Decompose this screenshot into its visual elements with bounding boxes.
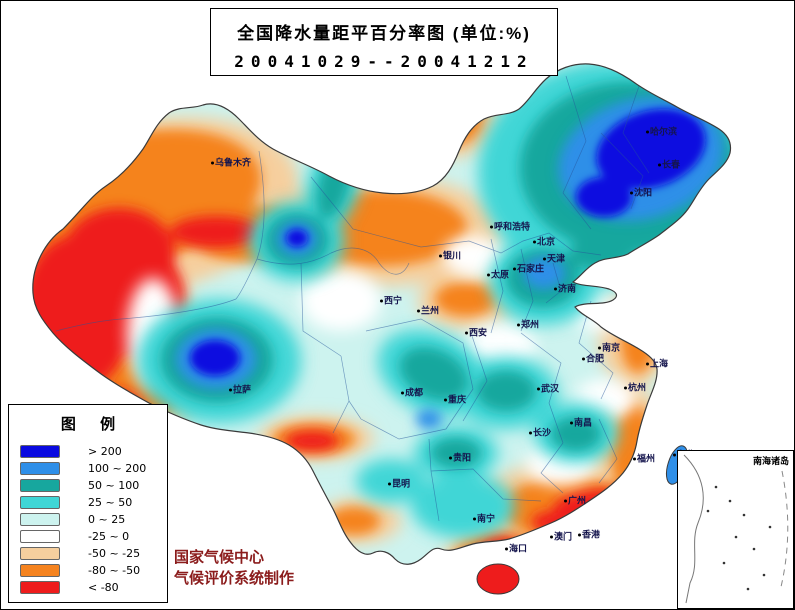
legend-swatch <box>20 530 60 543</box>
coastline <box>683 454 704 604</box>
legend-label: -80 ~ -50 <box>88 564 141 577</box>
legend-swatch <box>20 445 60 458</box>
legend-label: 100 ~ 200 <box>88 462 147 475</box>
legend-item: 0 ~ 25 <box>9 511 167 528</box>
legend-swatch <box>20 581 60 594</box>
hainan-island <box>476 563 520 595</box>
province-boundaries <box>55 75 650 522</box>
legend-label: 50 ~ 100 <box>88 479 140 492</box>
legend: 图 例 > 200 100 ~ 200 50 ~ 100 25 ~ 50 0 ~ 25 -… <box>8 404 168 603</box>
island-dots <box>706 485 772 591</box>
legend-label: > 200 <box>88 445 122 458</box>
legend-item: 25 ~ 50 <box>9 494 167 511</box>
legend-item: -50 ~ -25 <box>9 545 167 562</box>
legend-item: 50 ~ 100 <box>9 477 167 494</box>
legend-title: 图 例 <box>60 416 126 433</box>
legend-label: < -80 <box>88 581 119 594</box>
legend-item: > 200 <box>9 443 167 460</box>
date-range: 20041029--20041212 <box>234 52 534 71</box>
boundary-dashes <box>779 470 789 592</box>
legend-item: -25 ~ 0 <box>9 528 167 545</box>
credits-line1: 国家气候中心 <box>174 549 265 566</box>
legend-swatch <box>20 496 60 509</box>
legend-swatch <box>20 479 60 492</box>
map-title: 全国降水量距平百分率图 (单位:%) <box>237 24 531 43</box>
legend-swatch <box>20 564 60 577</box>
legend-swatch <box>20 513 60 526</box>
legend-swatch <box>20 462 60 475</box>
legend-swatch <box>20 547 60 560</box>
legend-items: > 200 100 ~ 200 50 ~ 100 25 ~ 50 0 ~ 25 -25 ~… <box>9 443 167 596</box>
legend-item: -80 ~ -50 <box>9 562 167 579</box>
credits: 国家气候中心 气候评价系统制作 <box>174 547 294 589</box>
legend-label: 25 ~ 50 <box>88 496 133 509</box>
south-china-sea-inset: 南海诸岛 <box>677 450 794 609</box>
title-box: 全国降水量距平百分率图 (单位:%) 20041029--20041212 <box>210 8 558 76</box>
legend-label: -25 ~ 0 <box>88 530 130 543</box>
legend-item: 100 ~ 200 <box>9 460 167 477</box>
legend-item: < -80 <box>9 579 167 596</box>
legend-label: -50 ~ -25 <box>88 547 141 560</box>
legend-label: 0 ~ 25 <box>88 513 126 526</box>
credits-line2: 气候评价系统制作 <box>174 570 295 587</box>
south-china-sea-mini-map <box>683 454 789 604</box>
inset-label: 南海诸岛 <box>752 456 789 466</box>
